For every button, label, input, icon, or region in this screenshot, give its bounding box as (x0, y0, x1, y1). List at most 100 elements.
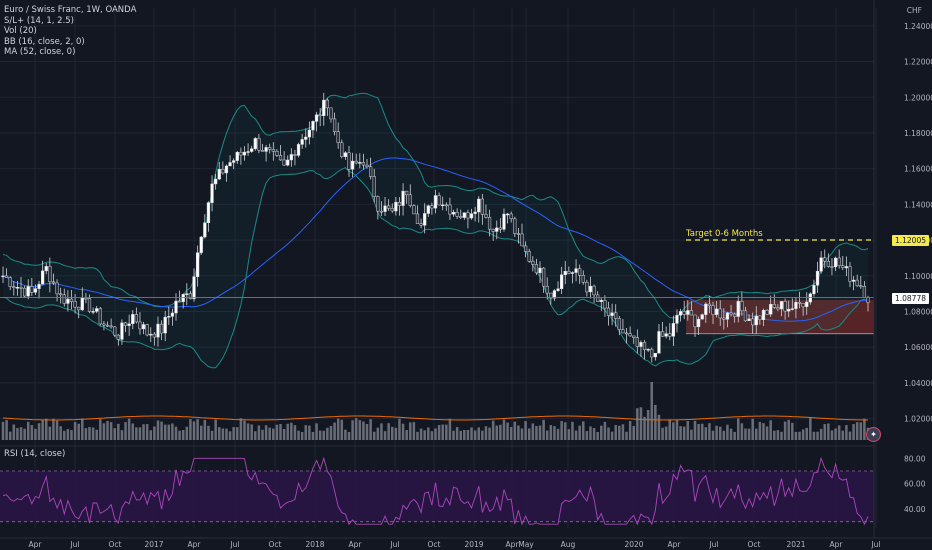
candle-body (293, 154, 297, 156)
candle-body (379, 210, 384, 213)
volume-bar (783, 421, 787, 440)
volume-bar (636, 408, 639, 440)
candle-body (203, 222, 207, 238)
candle-body (44, 266, 48, 272)
candlesticks (1, 92, 870, 363)
candle-body (556, 288, 560, 291)
candle-body (639, 342, 643, 347)
volume-bar (282, 428, 286, 440)
price-tick-label: 1.14000 (904, 200, 932, 209)
volume-bar (834, 428, 837, 440)
candle-body (19, 287, 23, 289)
time-tick-label: Jul (870, 540, 880, 549)
chart-legend[interactable]: Euro / Swiss Franc, 1W, OANDA S/L+ (14, … (4, 5, 136, 58)
candle-body (250, 148, 254, 152)
volume-bar (448, 418, 452, 440)
volume-bar (733, 431, 736, 440)
volume-bar (250, 424, 253, 440)
price-axis[interactable]: 1.24000 1.22000 1.20000 1.18000 1.16000 1.140… (873, 0, 932, 538)
candle-body (66, 298, 70, 304)
time-axis[interactable]: Apr Jul Oct 2017 Apr Jul Oct 2018 Apr Jul Oct 2019 A… (0, 537, 932, 549)
candle-body (455, 211, 459, 217)
volume-bar (571, 421, 574, 440)
volume-bar (794, 431, 798, 440)
candle-body (87, 298, 92, 312)
candle-body (751, 318, 755, 326)
target-price-badge: 1.12005 (891, 235, 929, 246)
volume-bar (679, 426, 682, 440)
candle-body (98, 308, 102, 325)
volume-bar (827, 423, 830, 440)
volume-bar (621, 424, 625, 440)
candle-body (444, 204, 448, 207)
volume-bar (765, 426, 769, 440)
volume-bar (538, 425, 542, 440)
candle-body (181, 294, 185, 302)
candle-body (397, 201, 402, 206)
volume-bar (290, 422, 293, 440)
volume-bar (582, 421, 585, 440)
candle-body (722, 317, 726, 320)
candle-body (105, 324, 110, 327)
candle-body (41, 270, 45, 285)
volume-bar (736, 418, 740, 440)
candle-body (545, 285, 549, 294)
volume-bar (203, 419, 207, 440)
candle-body (650, 348, 654, 358)
candle-body (642, 342, 647, 350)
volume-bar (19, 427, 23, 440)
volume-bar (236, 427, 239, 440)
volume-bar (805, 427, 808, 440)
volume-bar (163, 424, 167, 440)
candle-body (69, 298, 74, 302)
candle-body (772, 304, 776, 308)
volume-bar (740, 423, 744, 440)
candle-body (754, 315, 758, 326)
volume-bar (628, 420, 632, 440)
volume-bar (113, 428, 116, 440)
candle-body (224, 165, 229, 174)
volume-bar (279, 424, 282, 440)
volume-bar (336, 418, 340, 440)
symbol-title[interactable]: Euro / Swiss Franc, 1W, OANDA (4, 5, 137, 15)
volume-bar (149, 430, 153, 440)
candle-body (307, 129, 311, 138)
volume-bar (657, 414, 661, 440)
volume-bar (722, 430, 726, 440)
study-bollinger[interactable]: BB (16, close, 2, 0) (4, 36, 85, 47)
volume-bar (257, 425, 261, 440)
volume-bar (178, 430, 181, 440)
candle-body (646, 348, 650, 351)
volume-bar (344, 429, 347, 440)
volume-bar (463, 429, 466, 440)
candle-body (170, 312, 175, 317)
candle-body (823, 257, 827, 262)
volume-bar (704, 427, 708, 440)
volume-bar (452, 430, 455, 440)
candle-body (733, 313, 737, 317)
candle-body (228, 162, 232, 167)
volume-bar (254, 431, 257, 440)
candle-body (848, 266, 852, 282)
volume-bar (859, 422, 863, 440)
volume-bar (261, 429, 264, 440)
volume-bar (52, 418, 55, 440)
volume-bar (459, 430, 462, 440)
study-volume[interactable]: Vol (20) (4, 26, 37, 36)
volume-bar (585, 431, 589, 440)
tradingview-logo-icon[interactable]: ✦ (866, 427, 881, 442)
rsi-title[interactable]: RSI (14, close) (4, 449, 66, 459)
candle-body (419, 223, 423, 226)
volume-bar (369, 419, 372, 440)
study-ma[interactable]: MA (52, close, 0) (4, 47, 76, 57)
candle-body (686, 310, 690, 315)
candle-body (423, 213, 427, 226)
study-sl[interactable]: S/L+ (14, 1, 2.5) (4, 15, 75, 26)
volume-bar (751, 418, 754, 440)
volume-bar (643, 416, 646, 440)
candle-body (433, 195, 438, 209)
volume-bar (243, 420, 246, 440)
candle-body (491, 228, 495, 232)
candle-body (437, 195, 441, 206)
